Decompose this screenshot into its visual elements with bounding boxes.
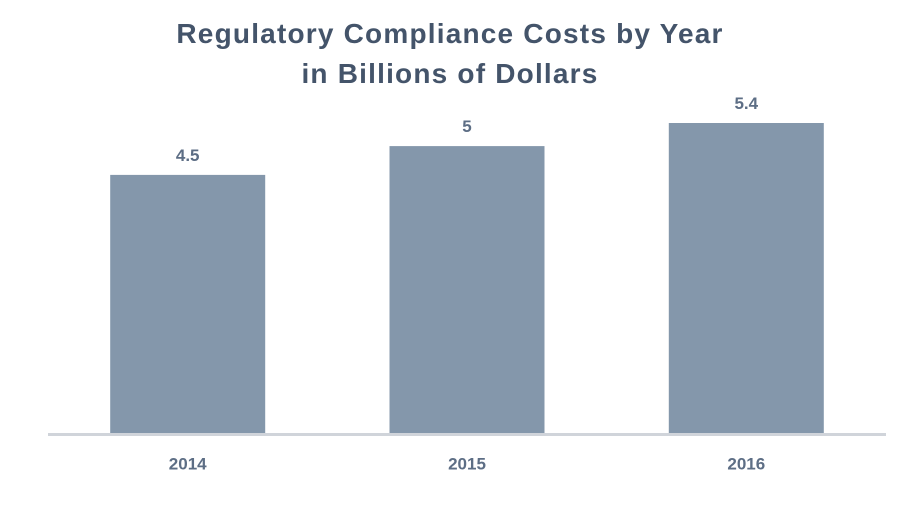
x-tick-label-2016: 2016: [727, 455, 765, 474]
x-tick-label-2014: 2014: [169, 455, 207, 474]
bar-2014: [110, 174, 266, 435]
chart-title-line-1: Regulatory Compliance Costs by Year: [176, 18, 724, 49]
chart-title-line-2: in Billions of Dollars: [301, 58, 599, 89]
value-label-2016: 5.4: [734, 94, 758, 113]
x-tick-label-2015: 2015: [448, 455, 486, 474]
chart-title: Regulatory Compliance Costs by Year in B…: [0, 14, 900, 94]
bar-2015: [389, 146, 545, 435]
bar-2016: [668, 123, 824, 435]
value-label-2015: 5: [462, 117, 471, 136]
value-label-2014: 4.5: [176, 146, 200, 165]
